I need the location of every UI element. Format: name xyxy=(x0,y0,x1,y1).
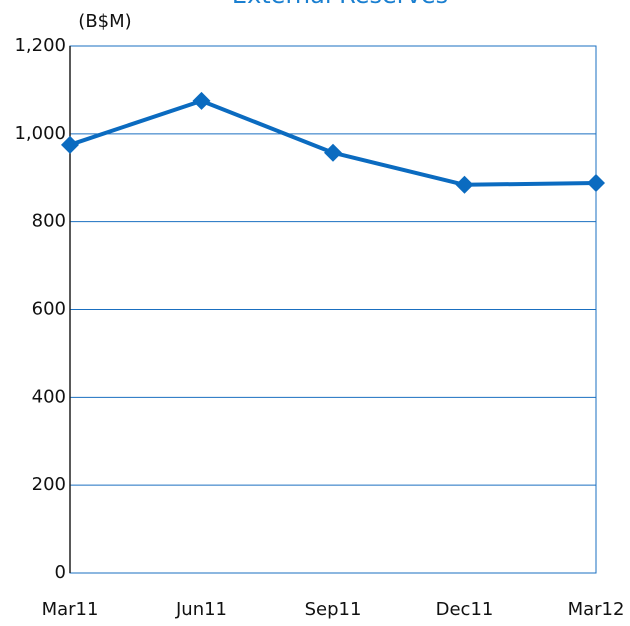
y-tick-label: 800 xyxy=(32,211,66,232)
x-tick-label: Jun11 xyxy=(175,599,227,620)
data-point xyxy=(61,135,79,154)
y-tick-label: 200 xyxy=(32,474,66,495)
x-tick-label: Sep11 xyxy=(305,599,362,620)
y-tick-label: 1,000 xyxy=(14,123,66,144)
y-tick-label: 400 xyxy=(32,386,66,407)
data-point xyxy=(587,174,605,193)
data-line xyxy=(69,98,597,187)
x-tick-label: Dec11 xyxy=(436,599,494,620)
data-point xyxy=(192,91,211,110)
y-tick-label: 0 xyxy=(55,562,66,583)
y-tick-label: 1,200 xyxy=(14,35,66,56)
y-tick-label: 600 xyxy=(32,299,66,320)
data-point xyxy=(455,175,474,194)
y-axis-label: (B$M) xyxy=(78,11,131,32)
chart-title: External Reserves xyxy=(232,0,448,9)
x-tick-label: Mar11 xyxy=(42,599,99,620)
x-tick-label: Mar12 xyxy=(568,599,625,620)
data-point xyxy=(324,143,342,162)
